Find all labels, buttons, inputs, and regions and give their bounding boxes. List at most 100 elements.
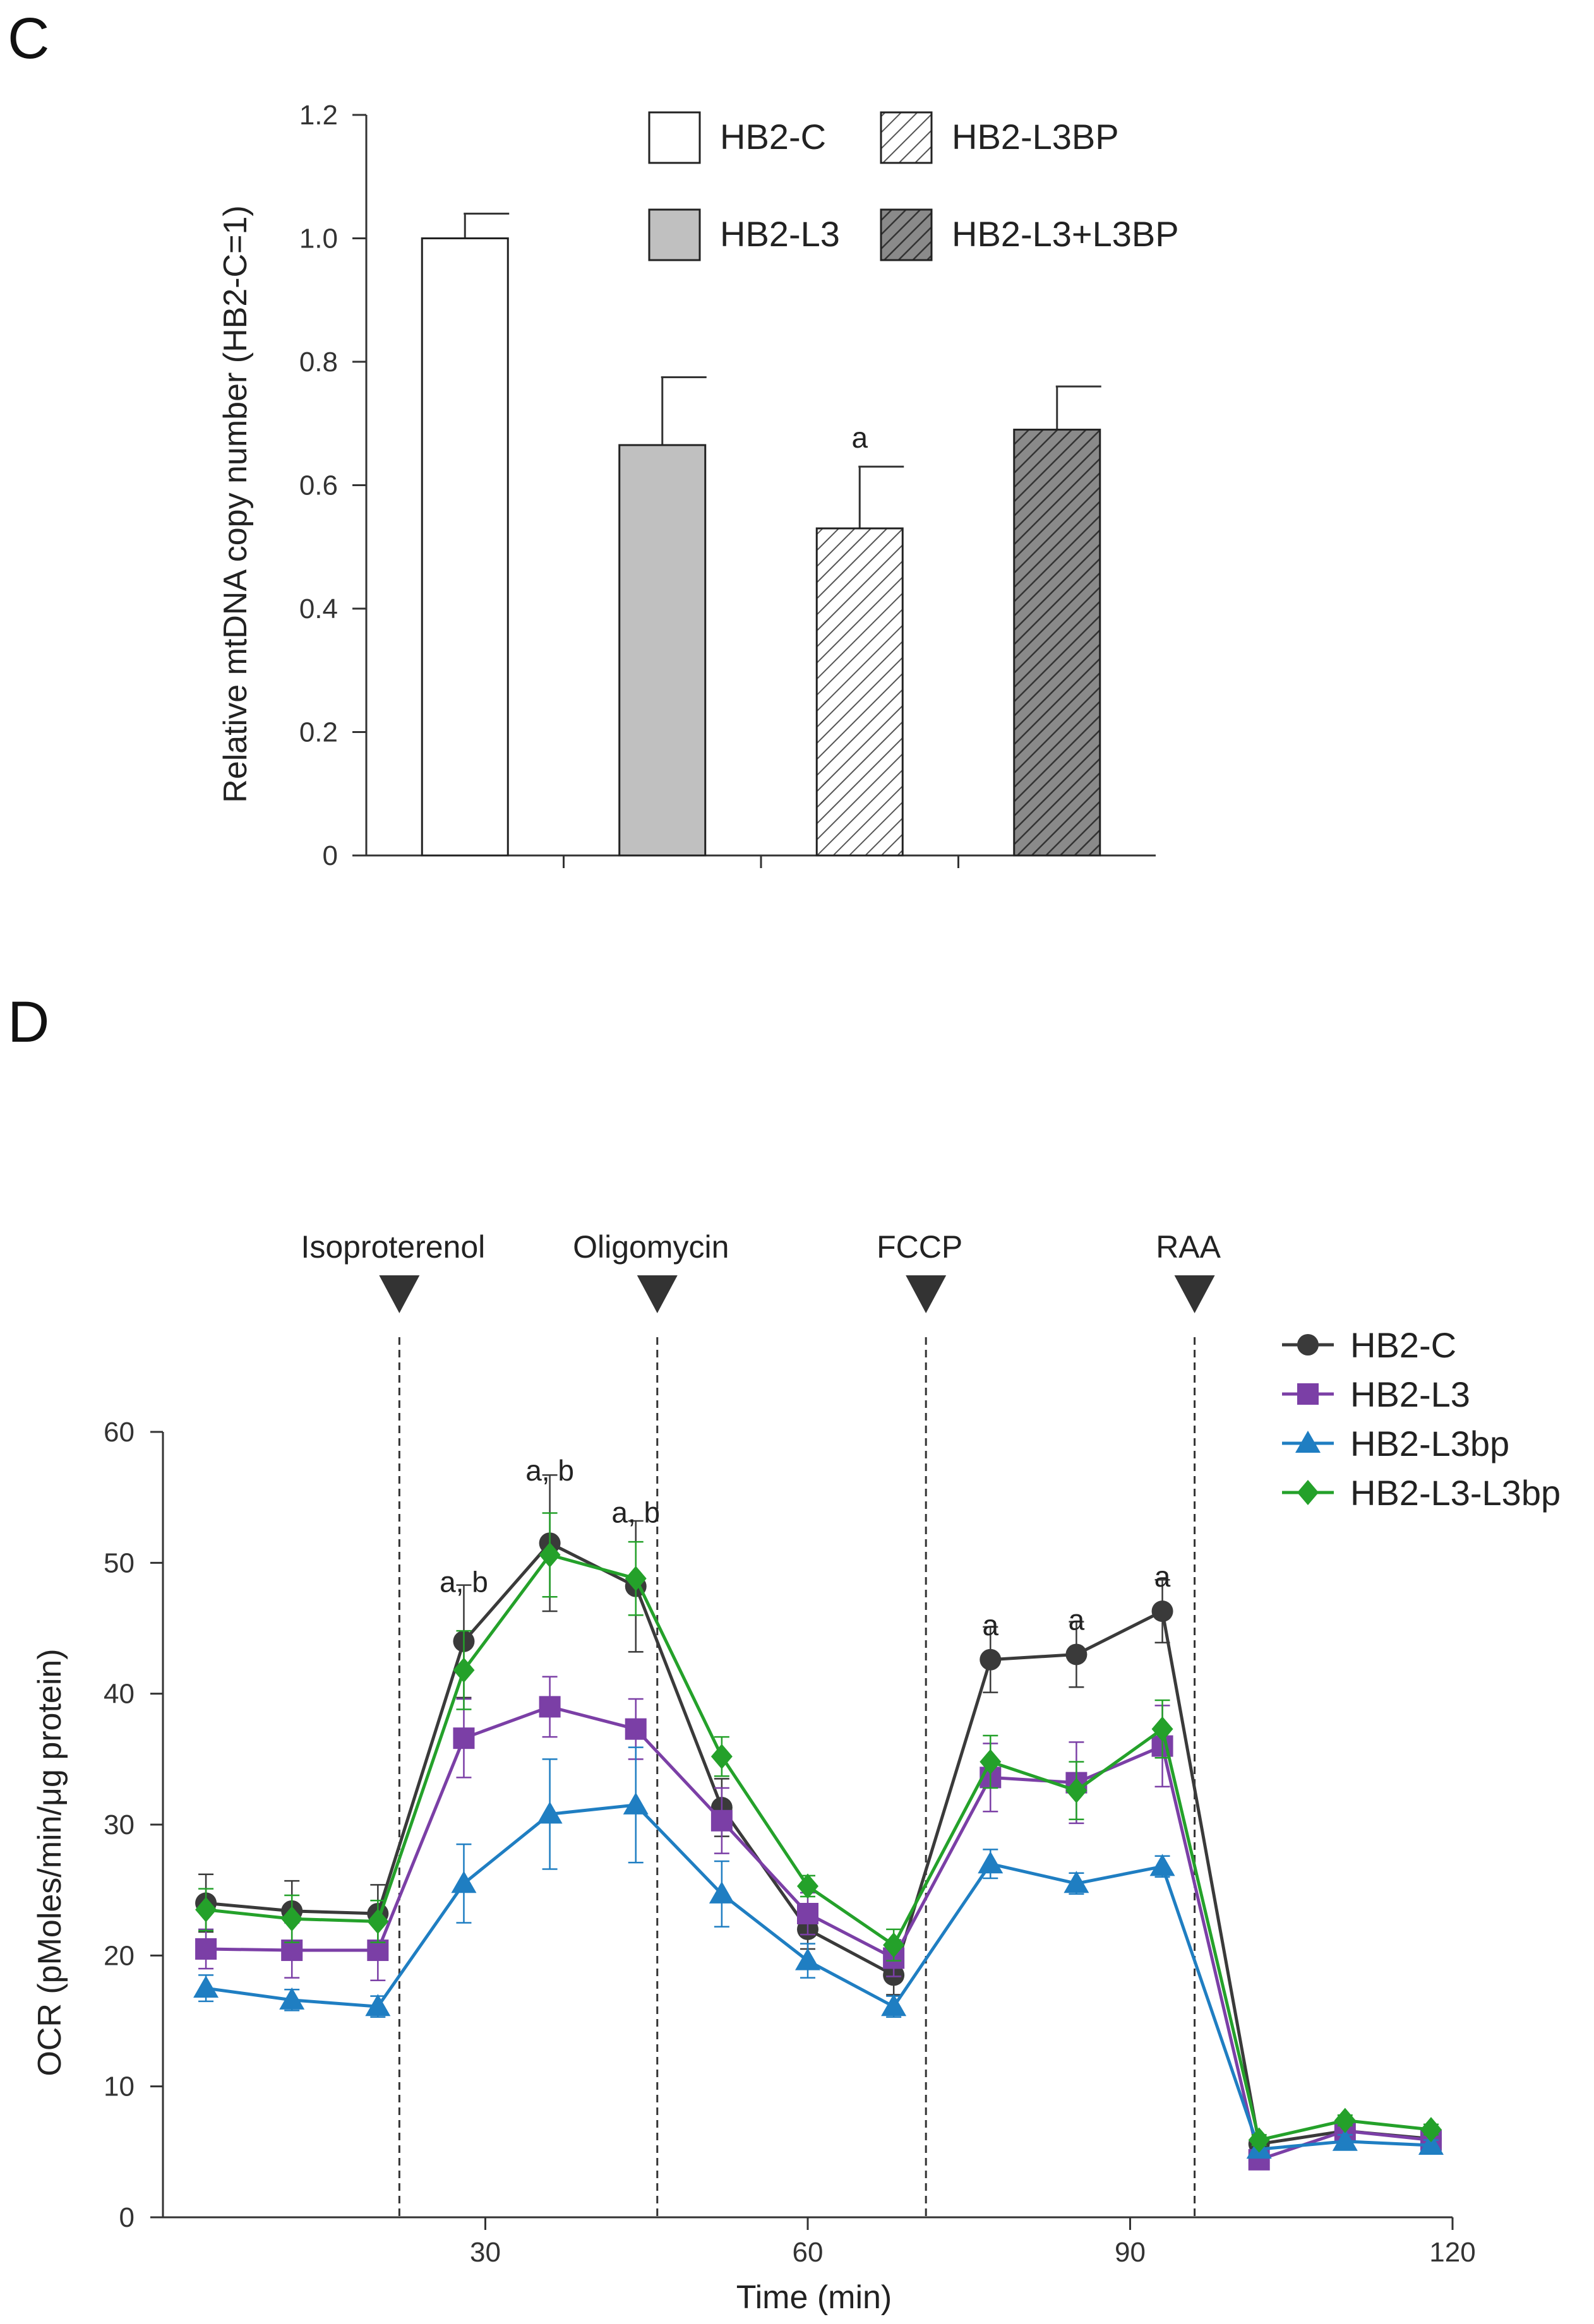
y-ticks: 0 0.2 0.4 0.6 0.8 1.0 1.2	[299, 100, 366, 871]
y-tick-label: 1.0	[299, 223, 338, 254]
y-tick-label: 20	[104, 1940, 135, 1971]
bar	[421, 237, 509, 857]
series	[193, 1474, 1444, 2171]
data-point	[1065, 1643, 1088, 1666]
data-point	[883, 1932, 905, 1958]
series-hb2-c	[195, 1474, 1442, 2155]
legend-label: HB2-L3+L3BP	[952, 214, 1179, 254]
treatment-label: Isoproterenol	[301, 1229, 485, 1265]
panel-label-c: C	[8, 6, 49, 71]
data-point	[195, 1897, 217, 1922]
legend-label: HB2-L3BP	[952, 117, 1119, 157]
data-point	[1151, 1600, 1173, 1623]
bar-chart-panel: C Relative mtDNA copy number (HB2-C=1) 0…	[8, 6, 1179, 871]
data-point	[1332, 2128, 1358, 2151]
x-tick-label: 30	[470, 2237, 501, 2268]
data-point	[709, 1881, 734, 1904]
legend-label: HB2-L3bp	[1350, 1424, 1509, 1463]
y-tick-label: 0.6	[299, 470, 338, 501]
legend-swatch	[880, 208, 933, 261]
significance-label: a	[982, 1609, 998, 1642]
x-ticks: 30 60 90 120	[470, 2217, 1476, 2268]
y-tick-label: 0	[323, 840, 338, 871]
significance-label: a, b	[525, 1454, 574, 1487]
x-tick-label: 90	[1115, 2237, 1146, 2268]
data-point	[1064, 1871, 1089, 1893]
data-point	[625, 1718, 647, 1740]
legend-marker	[1297, 1383, 1319, 1405]
line-chart-panel: D Isoproterenol Oligomycin FCCP RAA 0 10 20 30…	[8, 990, 1561, 2316]
data-point	[1065, 1778, 1088, 1804]
y-tick-label: 50	[104, 1547, 135, 1578]
data-point	[797, 1902, 818, 1924]
y-tick-label: 0	[119, 2202, 135, 2233]
y-tick-label: 0.2	[299, 717, 338, 748]
data-point	[279, 1987, 305, 2010]
data-point	[367, 1909, 389, 1934]
data-point	[881, 1994, 907, 2017]
legend: HB2-C HB2-L3BP HB2-L3 HB2-L3+L3BP	[648, 111, 1179, 261]
data-point	[623, 1792, 649, 1815]
legend-marker	[1297, 1480, 1319, 1505]
data-point	[451, 1871, 477, 1893]
treatment-label: RAA	[1156, 1229, 1221, 1265]
data-point	[980, 1648, 1002, 1671]
significance-label: a	[1154, 1560, 1171, 1593]
data-point	[795, 1948, 820, 1970]
injection-arrow-icon	[637, 1275, 678, 1313]
y-ticks: 0 10 20 30 40 50 60	[104, 1417, 163, 2233]
data-point	[537, 1801, 563, 1824]
series-line	[205, 1553, 1432, 2142]
y-tick-label: 1.2	[299, 100, 338, 131]
data-point	[797, 1873, 818, 1899]
x-tick-label: 60	[793, 2237, 824, 2268]
x-tick-label: 120	[1429, 2237, 1475, 2268]
significance-label: a, b	[611, 1496, 660, 1529]
legend-label: HB2-L3-L3bp	[1350, 1473, 1561, 1513]
data-point	[1420, 2117, 1442, 2143]
significance-label: a	[1069, 1604, 1085, 1636]
y-tick-label: 0.4	[299, 593, 338, 624]
series-hb2-l3-l3bp	[195, 1512, 1442, 2153]
legend-label: HB2-C	[720, 117, 826, 157]
series-hb2-l3bp	[193, 1746, 1444, 2159]
y-tick-label: 0.8	[299, 347, 338, 378]
legend-label: HB2-L3	[1350, 1374, 1470, 1414]
injection-arrow-icon	[379, 1275, 420, 1313]
series-line	[205, 1541, 1432, 2146]
treatment-label: FCCP	[877, 1229, 962, 1265]
data-point	[1418, 2132, 1444, 2155]
data-point	[539, 1696, 561, 1718]
treatment-label: Oligomycin	[573, 1229, 729, 1265]
annotations: a, b a, b a, b a a a	[440, 1454, 1171, 1642]
panel-label-d: D	[8, 990, 49, 1054]
legend-swatch	[648, 111, 701, 164]
bar	[618, 444, 707, 857]
data-point	[281, 1906, 303, 1932]
data-point	[710, 1744, 733, 1770]
y-tick-label: 30	[104, 1809, 135, 1840]
legend-marker	[1297, 1334, 1319, 1356]
significance-label: a, b	[440, 1565, 488, 1598]
data-point	[195, 1938, 217, 1960]
data-point	[980, 1749, 1002, 1775]
data-point	[978, 1851, 1004, 1874]
bar	[815, 527, 904, 857]
y-axis-label: Relative mtDNA copy number (HB2-C=1)	[217, 205, 254, 802]
y-tick-label: 60	[104, 1417, 135, 1448]
x-axis-label: Time (min)	[736, 2279, 892, 2316]
data-point	[710, 1809, 733, 1832]
significance-label: a	[851, 421, 868, 454]
y-tick-label: 40	[104, 1679, 135, 1710]
bar	[1013, 429, 1101, 857]
data-point	[1149, 1854, 1175, 1876]
y-tick-label: 10	[104, 2071, 135, 2102]
data-point	[453, 1727, 475, 1749]
data-point	[625, 1566, 647, 1592]
data-point	[1151, 1716, 1173, 1742]
injection-arrow-icon	[1174, 1275, 1215, 1313]
data-point	[453, 1657, 475, 1683]
legend-label: HB2-C	[1350, 1325, 1456, 1365]
treatment-markers: Isoproterenol Oligomycin FCCP RAA	[301, 1229, 1221, 2217]
